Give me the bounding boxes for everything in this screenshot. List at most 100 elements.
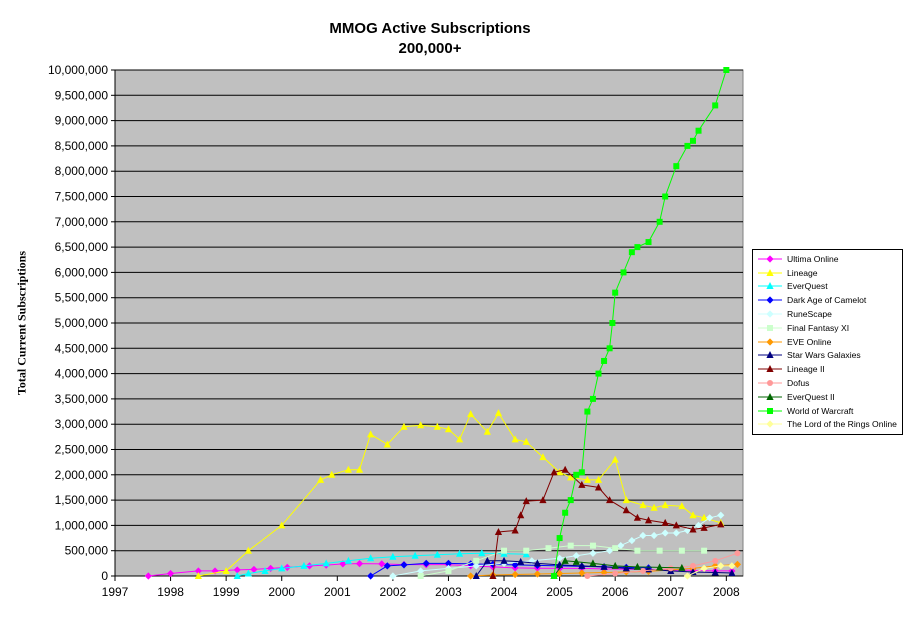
data-point	[689, 511, 697, 519]
data-point	[678, 502, 686, 510]
data-point	[483, 427, 491, 435]
data-point	[662, 193, 669, 200]
data-point	[723, 67, 730, 73]
legend: Ultima Online Lineage EverQuest Dark Age of…	[752, 249, 903, 435]
y-tick-label: 9,500,000	[55, 88, 109, 102]
y-tick-label: 6,500,000	[55, 240, 109, 254]
data-point	[622, 568, 630, 576]
data-point	[383, 562, 391, 570]
data-point	[417, 573, 424, 579]
data-point	[684, 142, 691, 149]
x-tick-label: 1999	[213, 585, 240, 599]
y-tick-label: 1,000,000	[55, 518, 109, 532]
data-point	[545, 545, 552, 552]
data-point	[344, 556, 353, 564]
data-point	[317, 475, 325, 483]
data-point	[467, 560, 475, 568]
y-tick-label: 8,000,000	[55, 164, 109, 178]
legend-label: Star Wars Galaxies	[787, 350, 861, 361]
data-point	[556, 535, 563, 542]
x-tick-label: 2006	[602, 585, 629, 599]
legend-entry: EverQuest II	[757, 390, 902, 404]
data-point	[250, 565, 258, 574]
legend-key	[758, 380, 782, 387]
legend-entry: Ultima Online	[757, 252, 902, 266]
legend-key	[758, 407, 782, 414]
legend-entry: World of Warcraft	[757, 404, 902, 418]
data-point	[717, 562, 725, 570]
data-point	[244, 569, 252, 577]
legend-key	[758, 282, 782, 290]
data-point	[278, 564, 286, 572]
legend-key	[758, 255, 782, 263]
legend-entry: Lineage	[757, 266, 902, 280]
data-point	[417, 421, 425, 429]
data-point	[344, 465, 353, 473]
x-tick-label: 2008	[713, 585, 740, 599]
data-point	[700, 513, 708, 521]
data-point	[628, 249, 635, 256]
data-point	[601, 357, 608, 364]
data-point	[473, 557, 480, 564]
data-point	[728, 562, 736, 570]
data-point	[689, 137, 696, 144]
data-point	[467, 410, 475, 418]
data-point	[667, 565, 674, 572]
data-point	[595, 370, 602, 377]
data-point	[517, 511, 525, 519]
data-point	[606, 496, 614, 504]
data-point	[639, 567, 646, 574]
data-point	[733, 560, 742, 568]
y-tick-label: 3,500,000	[55, 392, 109, 406]
data-point	[634, 547, 641, 554]
data-point	[683, 572, 692, 580]
data-point	[661, 501, 669, 509]
data-point	[561, 556, 569, 564]
data-point	[673, 163, 680, 170]
data-point	[472, 562, 480, 570]
data-point	[700, 523, 708, 531]
series-11	[551, 67, 730, 579]
data-point	[683, 526, 692, 535]
data-point	[766, 282, 774, 290]
chart-title: MMOG Active Subscriptions	[329, 20, 531, 37]
legend-label: Dark Age of Camelot	[787, 295, 867, 306]
data-point	[511, 435, 519, 443]
x-tick-label: 2002	[380, 585, 407, 599]
data-point	[644, 516, 653, 524]
data-point	[305, 562, 314, 570]
data-point	[594, 475, 603, 483]
legend-key	[758, 296, 782, 304]
data-point	[717, 520, 725, 528]
data-point	[589, 395, 596, 402]
data-point	[612, 545, 619, 552]
y-tick-label: 5,000,000	[55, 316, 109, 330]
data-point	[339, 560, 347, 568]
data-point	[367, 554, 375, 562]
data-point	[578, 469, 585, 476]
data-point	[194, 567, 202, 575]
data-point	[584, 573, 591, 579]
data-point	[455, 549, 464, 557]
legend-label: Lineage	[787, 267, 818, 278]
legend-key	[758, 365, 782, 373]
data-point	[728, 568, 736, 576]
data-point	[400, 422, 408, 430]
data-point	[522, 550, 530, 558]
x-tick-label: 2003	[435, 585, 462, 599]
data-point	[567, 473, 575, 481]
data-point	[639, 501, 647, 509]
y-tick-label: 2,000,000	[55, 468, 109, 482]
data-point	[572, 557, 580, 565]
legend-entry: EVE Online	[757, 335, 902, 349]
data-point	[589, 559, 597, 567]
data-point	[511, 561, 519, 569]
data-point	[539, 496, 547, 504]
data-point	[767, 380, 773, 387]
data-point	[144, 572, 152, 580]
data-point	[539, 453, 547, 461]
series-line	[475, 560, 732, 577]
data-point	[494, 527, 503, 535]
data-point	[633, 513, 642, 521]
